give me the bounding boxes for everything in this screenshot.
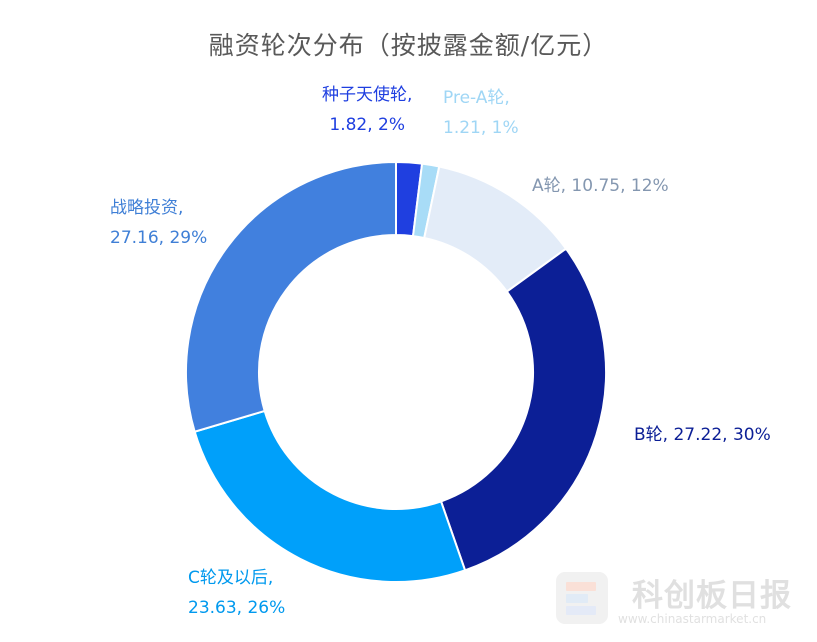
watermark-brand: 科创板日报: [632, 578, 792, 614]
chart-title: 融资轮次分布（按披露金额/亿元）: [208, 31, 609, 60]
label-b-text: B轮, 27.22, 30%: [634, 425, 771, 445]
label-b: B轮, 27.22, 30%: [634, 420, 771, 450]
watermark: 科创板日报 www.chinastarmarket.cn: [556, 570, 806, 630]
watermark-site: www.chinastarmarket.cn: [618, 612, 767, 626]
label-a: A轮, 10.75, 12%: [532, 171, 669, 201]
label-seed: 种子天使轮, 1.82, 2%: [322, 80, 412, 140]
watermark-logo-icon: [556, 572, 608, 624]
label-prea: Pre-A轮, 1.21, 1%: [443, 83, 519, 143]
label-prea-value: 1.21, 1%: [443, 118, 519, 138]
label-seed-value: 1.82, 2%: [329, 115, 406, 135]
donut-slice-4: [193, 409, 467, 583]
label-c-name: C轮及以后,: [188, 568, 274, 588]
label-prea-name: Pre-A轮,: [443, 88, 510, 108]
donut-slice-3: [439, 247, 607, 572]
label-strategic-value: 27.16, 29%: [110, 228, 208, 248]
donut-slice-5: [185, 160, 397, 433]
label-strategic-name: 战略投资,: [110, 198, 184, 218]
label-strategic: 战略投资, 27.16, 29%: [110, 193, 207, 253]
label-seed-name: 种子天使轮,: [322, 85, 413, 105]
label-c-value: 23.63, 26%: [188, 598, 286, 618]
label-c: C轮及以后, 23.63, 26%: [188, 563, 285, 623]
label-a-text: A轮, 10.75, 12%: [532, 176, 669, 196]
